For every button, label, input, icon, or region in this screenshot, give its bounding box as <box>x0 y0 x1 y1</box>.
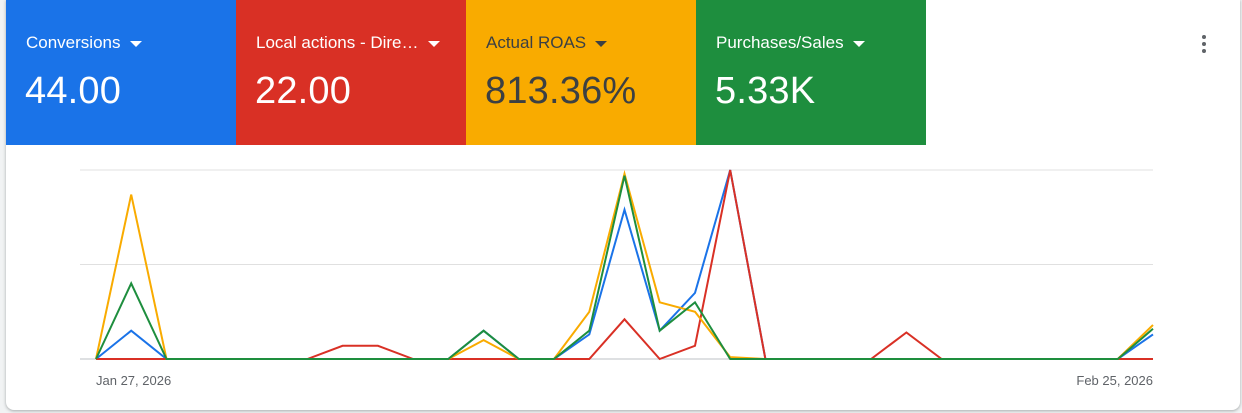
scorecard-header: Conversions <box>26 33 220 53</box>
dropdown-arrow-icon[interactable] <box>852 40 865 47</box>
scorecard-label: Conversions <box>26 33 121 52</box>
scorecard-purchases-sales[interactable]: Purchases/Sales 5.33K <box>696 0 926 145</box>
x-tick-label: Feb 25, 2026 <box>1076 373 1153 388</box>
scorecard-header: Purchases/Sales <box>716 33 910 53</box>
performance-card: Conversions 44.00 Local actions - Dire… … <box>6 0 1240 410</box>
dropdown-arrow-icon[interactable] <box>129 40 142 47</box>
scorecard-value: 44.00 <box>25 70 122 112</box>
scorecard-value: 22.00 <box>255 70 352 112</box>
line-chart: Jan 27, 2026 Feb 25, 2026 <box>80 169 1154 388</box>
dropdown-arrow-icon[interactable] <box>427 40 440 47</box>
more-vert-icon[interactable] <box>1186 26 1222 62</box>
dropdown-arrow-icon[interactable] <box>595 40 608 47</box>
series-line-2 <box>95 169 1154 360</box>
scorecard-value: 813.36% <box>485 70 637 112</box>
scorecard-actual-roas[interactable]: Actual ROAS 813.36% <box>466 0 696 145</box>
scorecard-header: Local actions - Dire… <box>256 33 450 53</box>
scorecard-label: Actual ROAS <box>486 33 587 52</box>
x-tick-label: Jan 27, 2026 <box>96 373 171 388</box>
scorecard-local-actions[interactable]: Local actions - Dire… 22.00 <box>236 0 466 145</box>
series-line-3 <box>95 175 1154 360</box>
scorecard-label: Local actions - Dire… <box>256 33 419 52</box>
scorecard-value: 5.33K <box>715 70 816 112</box>
scorecard-row: Conversions 44.00 Local actions - Dire… … <box>6 0 926 145</box>
scorecard-header: Actual ROAS <box>486 33 680 53</box>
scorecard-label: Purchases/Sales <box>716 33 844 52</box>
scorecard-conversions[interactable]: Conversions 44.00 <box>6 0 236 145</box>
